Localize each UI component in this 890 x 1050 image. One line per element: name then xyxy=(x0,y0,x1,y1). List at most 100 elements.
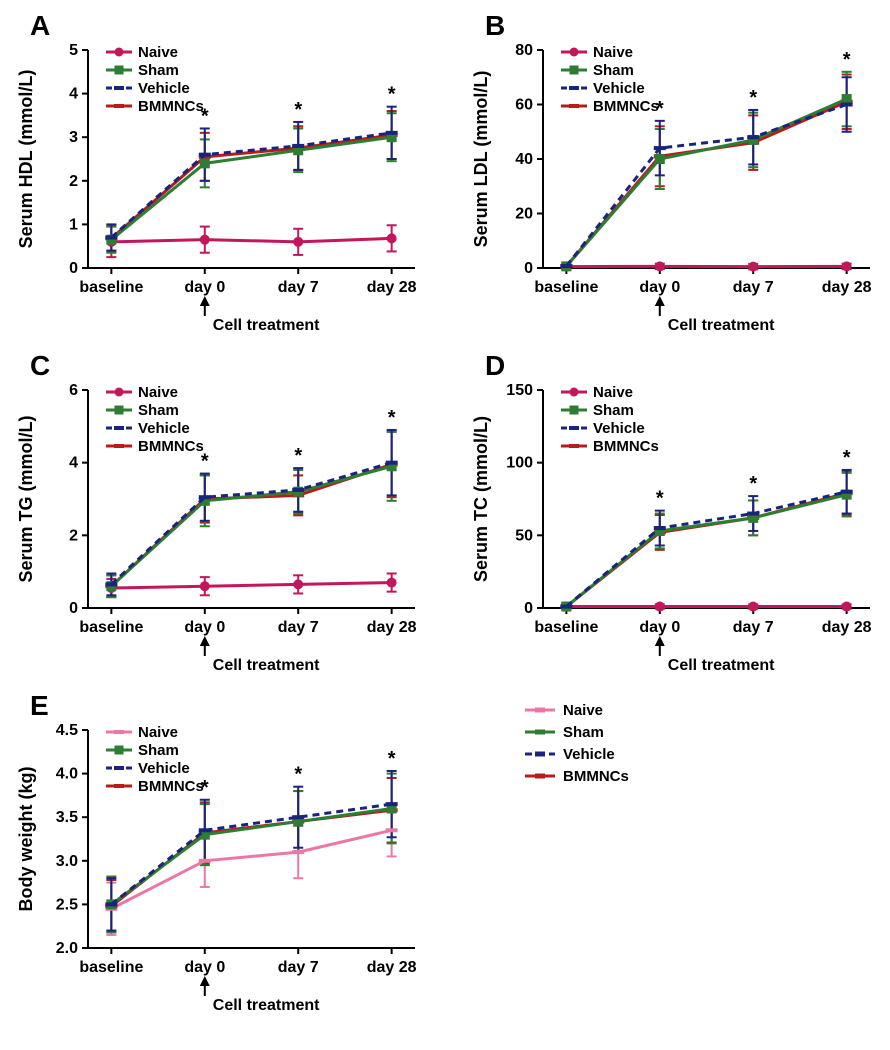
legend-item-label: Naive xyxy=(138,44,178,61)
legend-item-label: Vehicle xyxy=(593,80,645,97)
svg-text:4.5: 4.5 xyxy=(56,722,78,739)
panel-label: E xyxy=(30,690,49,722)
panel-E: E2.02.53.03.54.04.5baselineday 0day 7day… xyxy=(10,690,445,1020)
svg-text:2: 2 xyxy=(69,173,78,190)
panel-label: D xyxy=(485,350,505,382)
legend-item-label: Vehicle xyxy=(563,746,615,763)
series-line-sham xyxy=(566,495,846,607)
significance-star: * xyxy=(388,84,396,106)
series-line-bmmncs xyxy=(566,493,846,606)
figure-grid: A012345baselineday 0day 7day 28Serum HDL… xyxy=(10,10,890,1020)
panel-B: B020406080baselineday 0day 7day 28Serum … xyxy=(465,10,890,340)
cell-treatment-label: Cell treatment xyxy=(213,317,320,334)
legend-item-label: Vehicle xyxy=(593,420,645,437)
svg-text:40: 40 xyxy=(515,151,533,168)
legend-item-label: BMMNCs xyxy=(138,98,204,115)
xtick-label: day 7 xyxy=(733,279,774,296)
cell-treatment-label: Cell treatment xyxy=(213,657,320,674)
cell-treatment-label: Cell treatment xyxy=(668,657,775,674)
legend-item-label: Sham xyxy=(593,402,634,419)
panel-C: C0246baselineday 0day 7day 28Serum TG (m… xyxy=(10,350,445,680)
xtick-label: baseline xyxy=(79,619,143,636)
series-line-vehicle xyxy=(111,463,391,585)
series-line-naive xyxy=(111,238,391,241)
xtick-label: day 28 xyxy=(367,959,417,976)
svg-text:4: 4 xyxy=(69,86,78,103)
panel-A: A012345baselineday 0day 7day 28Serum HDL… xyxy=(10,10,445,340)
xtick-label: day 28 xyxy=(822,619,872,636)
svg-text:2: 2 xyxy=(69,527,78,544)
series-line-vehicle xyxy=(111,133,391,238)
series-line-sham xyxy=(111,466,391,586)
panel-label: A xyxy=(30,10,50,42)
legend-item-label: Sham xyxy=(138,742,179,759)
significance-star: * xyxy=(843,49,851,71)
significance-star: * xyxy=(656,488,664,510)
svg-text:5: 5 xyxy=(69,42,78,59)
xtick-label: day 0 xyxy=(184,279,225,296)
significance-star: * xyxy=(388,407,396,429)
legend-item-label: Naive xyxy=(593,384,633,401)
y-axis-label: Serum TC (mmol/L) xyxy=(471,416,491,582)
legend-item-label: Sham xyxy=(138,62,179,79)
significance-star: * xyxy=(749,473,757,495)
svg-text:4.0: 4.0 xyxy=(56,766,78,783)
xtick-label: day 28 xyxy=(367,619,417,636)
xtick-label: baseline xyxy=(79,279,143,296)
xtick-label: day 28 xyxy=(367,279,417,296)
series-line-naive xyxy=(111,583,391,588)
external-legend-svg: NaiveShamVehicleBMMNCs xyxy=(465,690,885,850)
y-axis-label: Body weight (kg) xyxy=(16,767,36,912)
svg-text:3: 3 xyxy=(69,129,78,146)
legend-item-label: Vehicle xyxy=(138,760,190,777)
chart-C: 0246baselineday 0day 7day 28Serum TG (mm… xyxy=(10,350,430,680)
significance-star: * xyxy=(294,445,302,467)
svg-text:6: 6 xyxy=(69,382,78,399)
y-axis-label: Serum HDL (mmol/L) xyxy=(16,70,36,249)
legend-item-label: Naive xyxy=(593,44,633,61)
series-line-vehicle xyxy=(111,804,391,904)
svg-text:3.0: 3.0 xyxy=(56,853,78,870)
xtick-label: baseline xyxy=(534,619,598,636)
svg-text:0: 0 xyxy=(524,260,533,277)
external-legend: NaiveShamVehicleBMMNCs xyxy=(465,690,890,1020)
legend-item-label: BMMNCs xyxy=(593,98,659,115)
legend-item-label: BMMNCs xyxy=(138,438,204,455)
legend-item-label: Sham xyxy=(593,62,634,79)
panel-D: D050100150baselineday 0day 7day 28Serum … xyxy=(465,350,890,680)
svg-text:80: 80 xyxy=(515,42,533,59)
significance-star: * xyxy=(294,764,302,786)
svg-text:2.5: 2.5 xyxy=(56,896,78,913)
significance-star: * xyxy=(843,447,851,469)
legend-item-label: Naive xyxy=(563,702,603,719)
legend-item-label: Naive xyxy=(138,384,178,401)
cell-treatment-label: Cell treatment xyxy=(213,997,320,1014)
svg-text:20: 20 xyxy=(515,206,533,223)
significance-star: * xyxy=(749,87,757,109)
legend-item-label: Sham xyxy=(138,402,179,419)
chart-B: 020406080baselineday 0day 7day 28Serum L… xyxy=(465,10,885,340)
xtick-label: day 7 xyxy=(278,619,319,636)
series-line-vehicle xyxy=(566,492,846,607)
svg-text:100: 100 xyxy=(506,455,533,472)
xtick-label: day 0 xyxy=(184,959,225,976)
xtick-label: day 0 xyxy=(639,279,680,296)
series-line-vehicle xyxy=(566,105,846,267)
chart-E: 2.02.53.03.54.04.5baselineday 0day 7day … xyxy=(10,690,430,1020)
series-line-bmmncs xyxy=(111,810,391,906)
y-axis-label: Serum TG (mmol/L) xyxy=(16,415,36,582)
xtick-label: day 28 xyxy=(822,279,872,296)
xtick-label: baseline xyxy=(534,279,598,296)
xtick-label: day 0 xyxy=(184,619,225,636)
xtick-label: baseline xyxy=(79,959,143,976)
series-line-sham xyxy=(566,99,846,266)
svg-text:3.5: 3.5 xyxy=(56,809,78,826)
series-line-bmmncs xyxy=(566,102,846,266)
xtick-label: day 7 xyxy=(733,619,774,636)
chart-A: 012345baselineday 0day 7day 28Serum HDL … xyxy=(10,10,430,340)
xtick-label: day 7 xyxy=(278,959,319,976)
legend-item-label: BMMNCs xyxy=(138,778,204,795)
xtick-label: day 0 xyxy=(639,619,680,636)
legend-item-label: Vehicle xyxy=(138,80,190,97)
series-line-bmmncs xyxy=(111,464,391,586)
